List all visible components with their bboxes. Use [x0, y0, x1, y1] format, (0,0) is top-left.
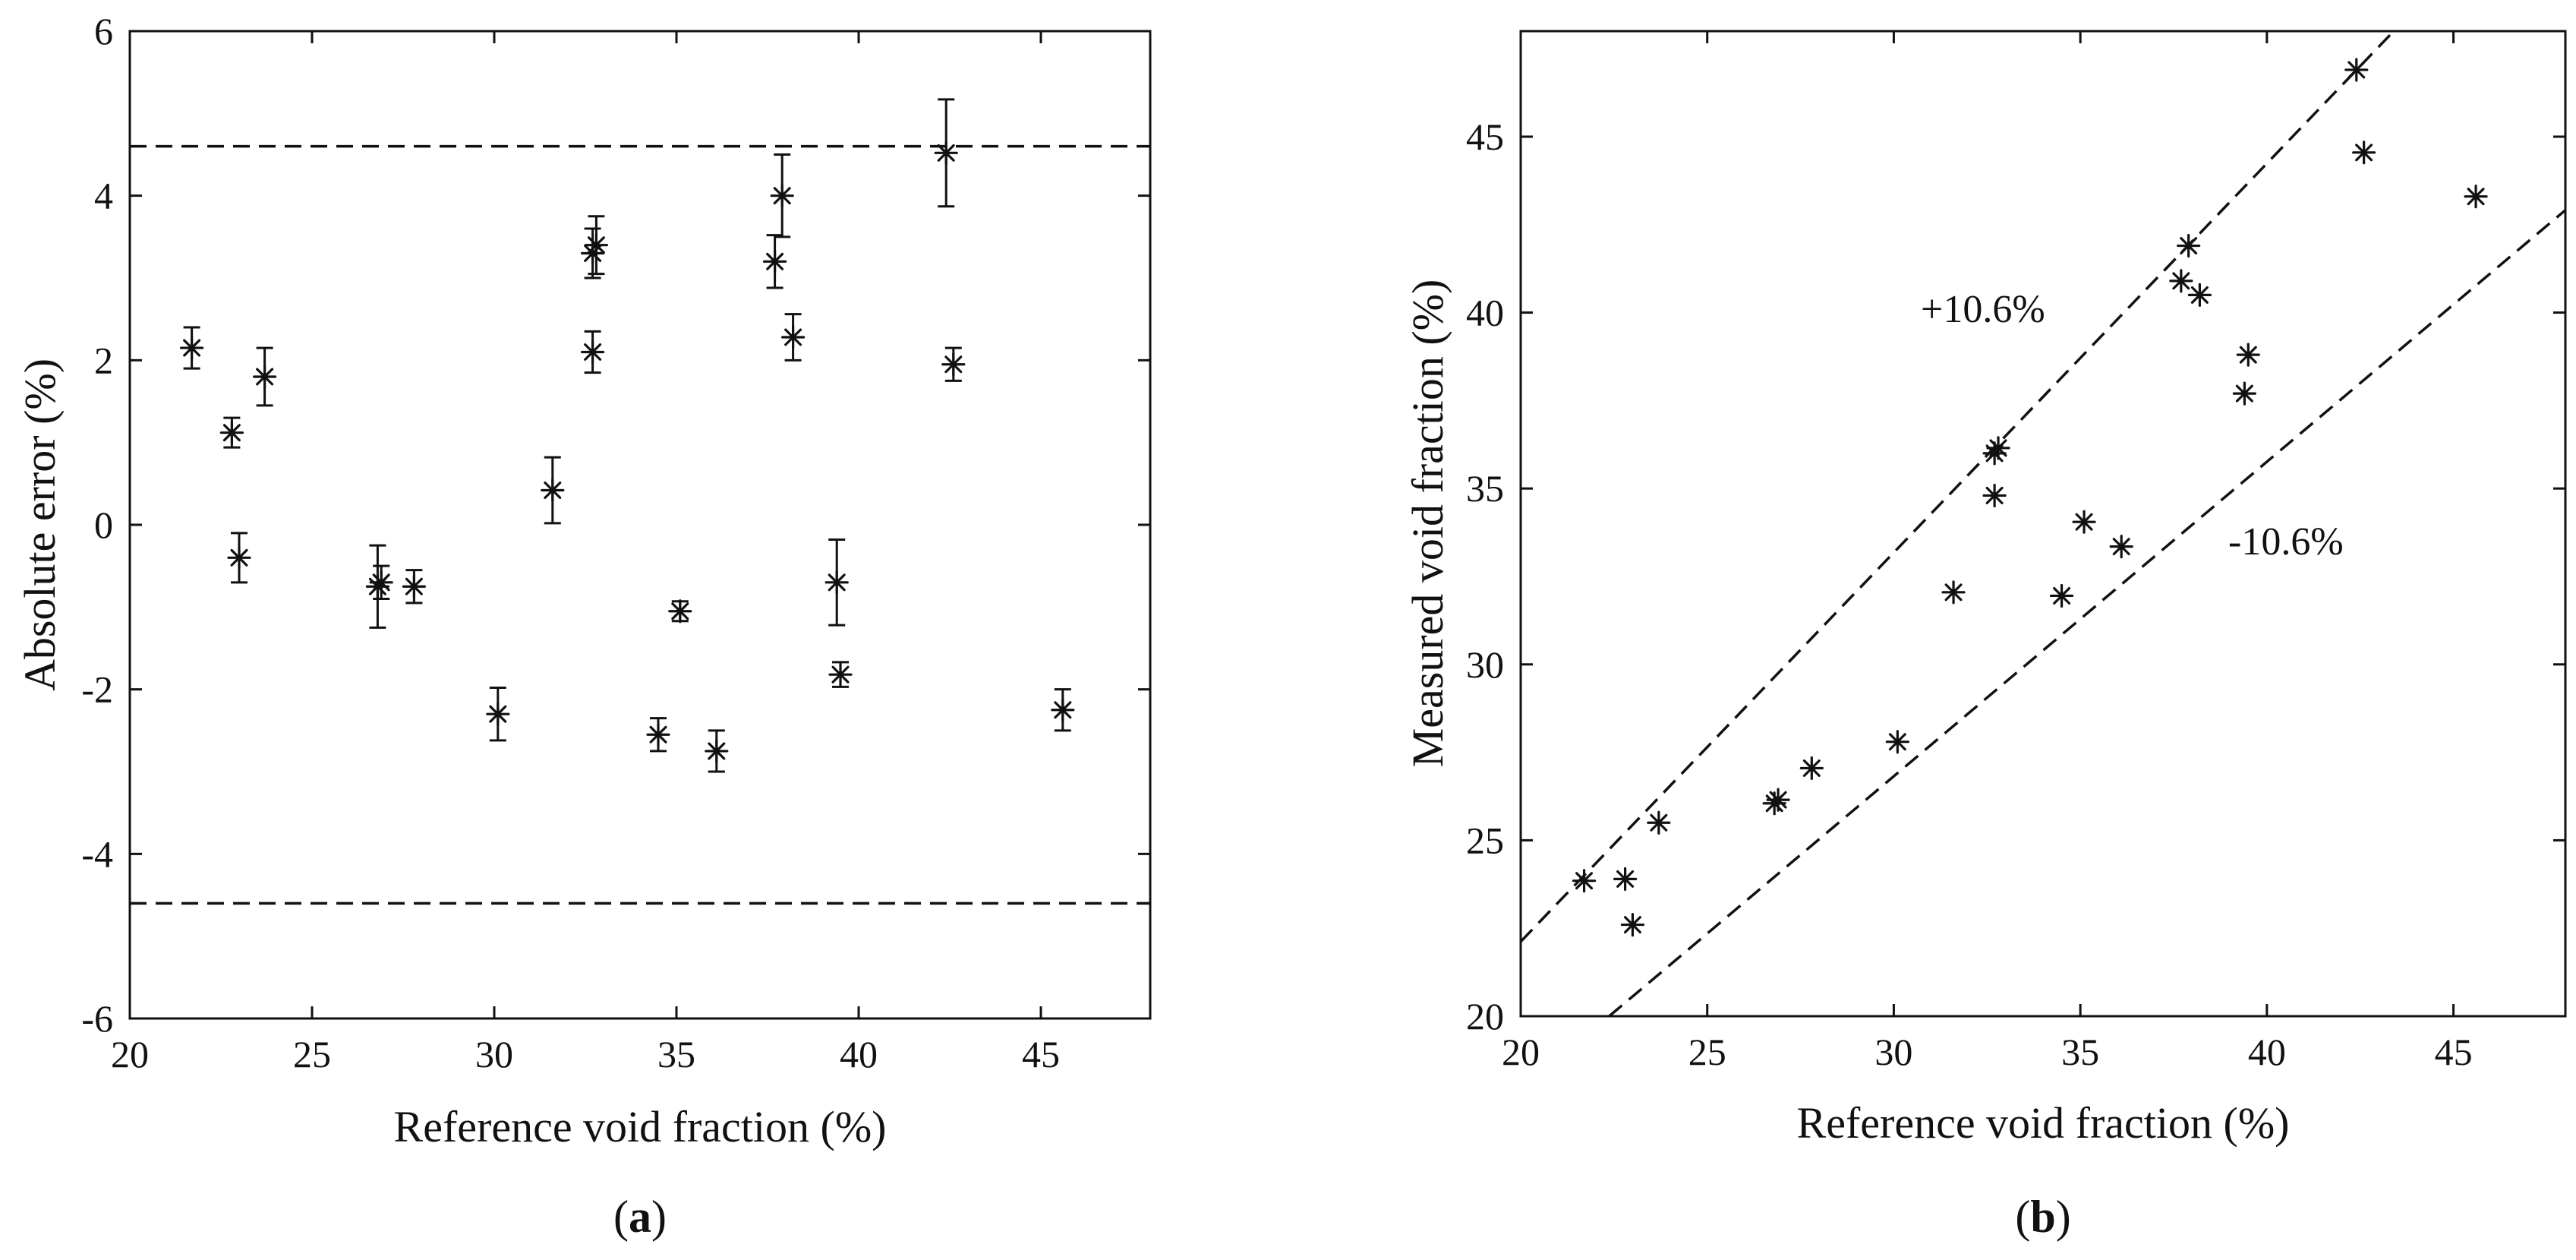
data-point [2177, 233, 2201, 258]
data-point [180, 336, 204, 360]
panel-b-plot-frame [1519, 30, 2567, 1018]
y-tick-label: 4 [94, 175, 113, 217]
panel-b-chart: 20 25 30 35 40 45 20 25 30 35 40 45 +10.6% -10.6% R… [1403, 30, 2567, 1242]
y-tick-label: 20 [1466, 995, 1504, 1037]
data-point [1986, 436, 2010, 460]
x-tick-label: 45 [2435, 1031, 2473, 1073]
data-point [486, 702, 510, 726]
data-point [825, 570, 849, 595]
panel-b-ticks [1519, 31, 2565, 1018]
data-point [541, 478, 565, 503]
deviation-line [1608, 209, 2567, 1018]
panel-a-ticks [128, 30, 1150, 1020]
data-point [584, 233, 609, 257]
x-tick-label: 45 [1022, 1033, 1060, 1075]
y-tick-label: 45 [1466, 115, 1504, 158]
y-tick-label: 2 [94, 339, 113, 381]
data-point [646, 722, 670, 747]
data-point [1051, 698, 1075, 722]
y-tick-label: 40 [1466, 292, 1504, 334]
data-point [934, 141, 958, 165]
y-tick-label: 30 [1466, 643, 1504, 686]
data-point [705, 739, 729, 763]
x-tick-label: 20 [111, 1033, 149, 1075]
data-point [828, 662, 853, 687]
minus-10-6-label: -10.6% [2228, 520, 2344, 564]
y-tick-label: 25 [1466, 819, 1504, 861]
panel-a-tick-labels: 20 25 30 35 40 45 -6 -4 -2 0 2 4 6 [81, 10, 1060, 1075]
panel-a-plot-frame [128, 30, 1152, 1020]
deviation-line [1519, 30, 2395, 943]
x-tick-label: 30 [1874, 1031, 1912, 1073]
panel-a-label: (a) [613, 1192, 667, 1242]
panel-b-label-open: ( [2015, 1192, 2030, 1242]
data-point [2049, 583, 2074, 608]
panel-a-x-axis-label: Reference void fraction (%) [394, 1102, 887, 1151]
panel-b-label-letter: b [2030, 1192, 2055, 1242]
data-point [1620, 912, 1645, 937]
x-tick-label: 30 [475, 1033, 513, 1075]
x-tick-label: 40 [2248, 1031, 2286, 1073]
panel-a-label-letter: a [629, 1192, 651, 1242]
plus-10-6-label: +10.6% [1921, 288, 2045, 331]
data-point [941, 352, 966, 377]
data-point [580, 339, 605, 365]
panel-a-chart: 20 25 30 35 40 45 -6 -4 -2 0 2 4 6 Reference void fr… [15, 10, 1152, 1242]
y-tick-label: -4 [81, 832, 113, 875]
data-point [2344, 58, 2369, 82]
x-tick-label: 20 [1502, 1031, 1540, 1073]
data-point [1572, 869, 1597, 893]
y-tick-label: 35 [1466, 467, 1504, 510]
data-point [668, 599, 692, 624]
data-point [1799, 756, 1824, 781]
y-tick-label: -6 [81, 997, 113, 1040]
data-point [1941, 580, 1966, 605]
data-point [402, 574, 427, 598]
panel-b-label-close: ) [2056, 1192, 2071, 1242]
data-point [2072, 510, 2096, 534]
data-point [1982, 483, 2007, 508]
data-point [1766, 788, 1790, 812]
data-point [369, 570, 393, 595]
panel-a-y-axis-label: Absolute error (%) [15, 358, 65, 691]
panel-b-label: (b) [2015, 1192, 2070, 1242]
data-point [2352, 141, 2376, 165]
panel-b-x-axis-label: Reference void fraction (%) [1797, 1098, 2290, 1148]
data-point [2232, 381, 2256, 406]
y-tick-label: -2 [81, 668, 113, 711]
data-point [1613, 867, 1638, 891]
data-point [1885, 730, 1909, 754]
data-point [2236, 343, 2260, 367]
data-point [762, 249, 787, 273]
x-tick-label: 25 [293, 1033, 331, 1075]
data-point [227, 545, 251, 570]
data-point [2169, 269, 2193, 293]
data-point [2187, 283, 2212, 308]
data-point [2464, 185, 2488, 209]
panel-a-label-close: ) [651, 1192, 667, 1242]
panel-b-tick-labels: 20 25 30 35 40 45 20 25 30 35 40 45 [1466, 115, 2473, 1073]
x-tick-label: 25 [1688, 1031, 1726, 1073]
panel-a-data-points [180, 98, 1075, 773]
panel-b-data-points [1572, 58, 2488, 937]
x-tick-label: 40 [840, 1033, 878, 1075]
panel-b-reference-lines [1519, 30, 2567, 1018]
data-point [253, 365, 277, 389]
x-tick-label: 35 [657, 1033, 695, 1075]
y-tick-label: 0 [94, 504, 113, 546]
panel-a-label-open: ( [613, 1192, 629, 1242]
y-tick-label: 6 [94, 10, 113, 52]
data-point [770, 184, 794, 208]
data-point [1647, 810, 1671, 835]
panel-b-y-axis-label: Measured void fraction (%) [1403, 279, 1452, 768]
data-point [219, 421, 244, 445]
x-tick-label: 35 [2061, 1031, 2099, 1073]
data-point [780, 325, 806, 349]
panel-a-reference-lines [130, 144, 1150, 905]
data-point [2109, 535, 2133, 559]
